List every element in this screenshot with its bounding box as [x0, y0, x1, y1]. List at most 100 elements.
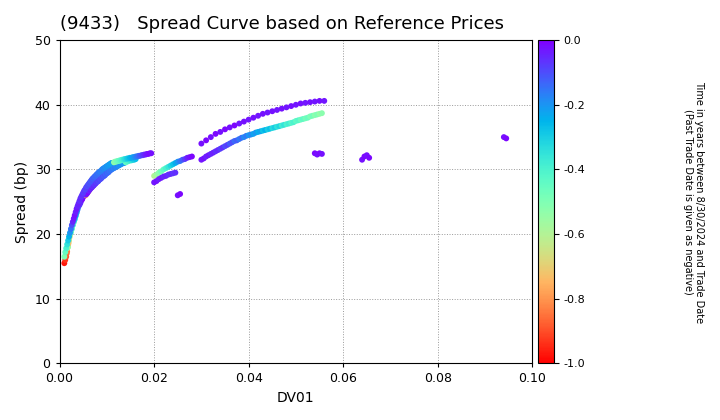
Point	[64, 232, 76, 239]
Point	[200, 137, 212, 144]
Point	[361, 152, 372, 159]
Point	[127, 154, 139, 160]
Point	[64, 229, 76, 236]
Point	[257, 127, 269, 134]
Point	[63, 242, 74, 249]
X-axis label: DV01: DV01	[277, 391, 315, 405]
Point	[99, 164, 111, 171]
Point	[302, 114, 313, 121]
Point	[95, 173, 107, 180]
Point	[257, 110, 269, 117]
Point	[205, 150, 217, 157]
Point	[281, 121, 292, 128]
Point	[231, 137, 243, 144]
Point	[170, 160, 181, 166]
Point	[61, 241, 73, 248]
Point	[248, 131, 259, 137]
Point	[80, 192, 91, 199]
Point	[91, 179, 102, 186]
Point	[89, 173, 100, 180]
Point	[113, 162, 125, 169]
Point	[160, 173, 171, 179]
Point	[70, 211, 81, 218]
Point	[67, 221, 78, 228]
Point	[179, 156, 191, 163]
Point	[81, 184, 92, 191]
Point	[128, 156, 140, 163]
Point	[96, 175, 107, 182]
Point	[103, 162, 114, 168]
Point	[75, 195, 86, 202]
Point	[135, 152, 147, 159]
Point	[198, 155, 210, 162]
Point	[300, 100, 311, 106]
Point	[104, 167, 115, 174]
Point	[58, 253, 70, 260]
Point	[165, 162, 176, 169]
Point	[292, 117, 304, 123]
Point	[61, 250, 73, 257]
Point	[276, 105, 287, 112]
Point	[295, 116, 307, 123]
Point	[210, 148, 221, 155]
Point	[97, 171, 109, 177]
Point	[220, 143, 231, 150]
Point	[281, 104, 292, 111]
Point	[68, 218, 79, 225]
Point	[82, 181, 94, 188]
Point	[66, 226, 77, 232]
Point	[69, 212, 81, 219]
Point	[64, 234, 76, 241]
Point	[243, 116, 254, 123]
Point	[156, 168, 167, 175]
Point	[73, 198, 85, 205]
Point	[266, 108, 278, 115]
Point	[125, 157, 136, 164]
Point	[274, 123, 285, 129]
Text: (9433)   Spread Curve based on Reference Prices: (9433) Spread Curve based on Reference P…	[60, 15, 503, 33]
Point	[259, 127, 271, 134]
Point	[90, 178, 102, 185]
Point	[309, 150, 320, 157]
Point	[233, 120, 245, 127]
Point	[314, 150, 325, 157]
Point	[91, 171, 103, 177]
Point	[109, 164, 121, 171]
Point	[123, 155, 135, 162]
Point	[98, 165, 109, 171]
Point	[184, 154, 195, 160]
Point	[300, 115, 311, 122]
Point	[262, 109, 274, 116]
Point	[61, 248, 73, 255]
Point	[288, 119, 300, 126]
Point	[238, 118, 250, 125]
Point	[85, 178, 96, 184]
Point	[93, 169, 104, 176]
Point	[297, 116, 309, 122]
Point	[498, 134, 510, 140]
Point	[115, 161, 127, 168]
Point	[238, 134, 250, 140]
Point	[316, 150, 328, 157]
Point	[98, 173, 109, 179]
Point	[163, 163, 174, 170]
Point	[105, 160, 117, 167]
Point	[150, 171, 162, 178]
Point	[79, 186, 91, 193]
Point	[279, 121, 290, 128]
Y-axis label: Spread (bp): Spread (bp)	[15, 161, 29, 243]
Point	[99, 169, 110, 176]
Point	[102, 162, 114, 169]
Point	[271, 123, 283, 130]
Point	[101, 163, 112, 170]
Point	[130, 156, 141, 163]
Point	[71, 207, 83, 213]
Point	[117, 160, 129, 166]
Point	[309, 112, 320, 118]
Point	[63, 237, 74, 244]
Point	[148, 173, 160, 179]
Point	[105, 167, 117, 173]
Point	[72, 204, 84, 210]
Point	[101, 167, 112, 174]
Point	[60, 257, 71, 263]
